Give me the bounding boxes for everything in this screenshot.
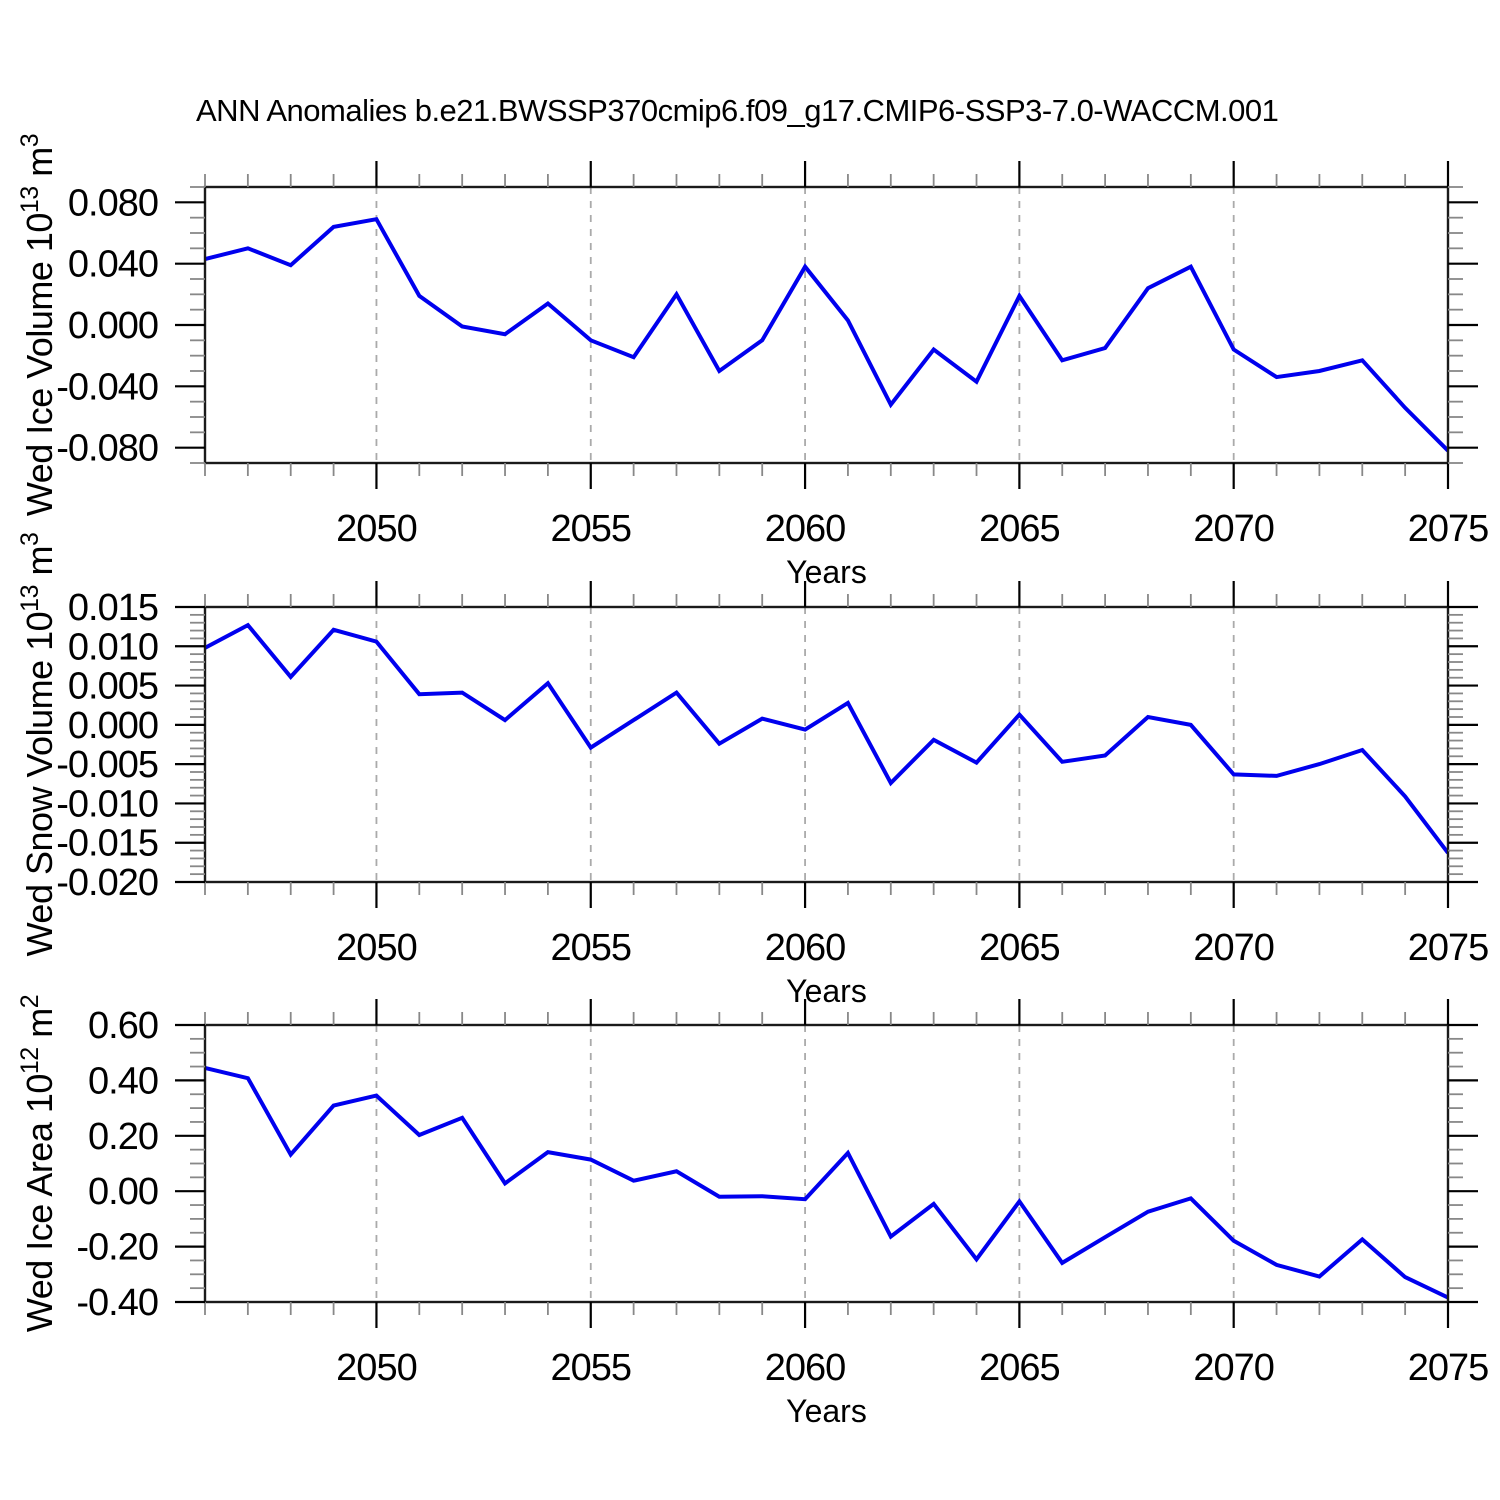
x-tick-label: 2070 — [1193, 508, 1274, 550]
y-tick-label: 0.40 — [88, 1060, 158, 1102]
x-tick-label: 2075 — [1408, 1347, 1489, 1389]
y-tick-label: -0.020 — [56, 862, 158, 904]
plot-border — [203, 605, 1450, 884]
chart-title: ANN Anomalies b.e21.BWSSP370cmip6.f09_g1… — [196, 93, 1279, 128]
y-axis-title: Wed Ice Area 1012 m2 — [16, 995, 60, 1332]
y-tick-label: 0.60 — [88, 1005, 158, 1047]
x-tick-label: 2065 — [979, 927, 1060, 969]
y-tick-label: 0.080 — [68, 182, 158, 224]
x-axis-title: Years — [786, 973, 867, 1009]
y-tick-label: 0.010 — [68, 626, 158, 668]
y-tick-label: -0.20 — [76, 1227, 158, 1269]
data-line-wed-ice-area — [204, 1065, 1449, 1300]
y-tick-label: -0.010 — [56, 783, 158, 825]
x-tick-label: 2075 — [1408, 927, 1489, 969]
x-tick-label: 2060 — [765, 1347, 846, 1389]
x-tick-label: 2055 — [550, 1347, 631, 1389]
y-tick-label: 0.000 — [68, 305, 158, 347]
y-tick-label: -0.40 — [76, 1282, 158, 1324]
plot-border — [203, 1023, 1450, 1304]
panel-wed-ice-area: 2050 2055 2060 2065 2070 2075 0.60 0.40 0.20 0.00… — [16, 995, 1489, 1429]
data-line-wed-snow-volume — [204, 622, 1450, 855]
plot-border — [203, 185, 1450, 465]
x-tick-label: 2060 — [765, 508, 846, 550]
data-line-wed-ice-volume — [204, 216, 1450, 453]
x-axis-title: Years — [786, 554, 867, 590]
y-axis-title: Wed Snow Volume 1013 m3 — [16, 533, 60, 957]
y-tick-label: 0.040 — [68, 244, 158, 286]
y-tick-label: 0.015 — [68, 587, 158, 629]
x-tick-label: 2075 — [1408, 508, 1489, 550]
x-tick-label: 2070 — [1193, 1347, 1274, 1389]
y-tick-label: -0.040 — [56, 366, 158, 408]
y-tick-label: 0.20 — [88, 1116, 158, 1158]
x-tick-label: 2065 — [979, 508, 1060, 550]
x-axis-title: Years — [786, 1393, 867, 1429]
y-axis-title: Wed Ice Volume 1013 m3 — [16, 134, 60, 516]
panel-wed-snow-volume: 2050 2055 2060 2065 2070 2075 0.0150.0100.0050… — [16, 533, 1489, 1009]
x-tick-label: 2050 — [336, 508, 417, 550]
x-tick-label: 2055 — [550, 508, 631, 550]
x-tick-label: 2060 — [765, 927, 846, 969]
panel-wed-ice-volume: 2050 2055 2060 2065 2070 2075 0.080 0.040 0.000 -… — [16, 134, 1489, 590]
x-tick-label: 2050 — [336, 1347, 417, 1389]
y-tick-label: 0.000 — [68, 705, 158, 747]
y-tick-label: -0.015 — [56, 823, 158, 865]
y-tick-label: -0.005 — [56, 744, 158, 786]
x-tick-label: 2055 — [550, 927, 631, 969]
y-tick-label: 0.005 — [68, 666, 158, 708]
x-tick-label: 2065 — [979, 1347, 1060, 1389]
x-tick-label: 2070 — [1193, 927, 1274, 969]
y-tick-label: -0.080 — [56, 428, 158, 470]
y-tick-label: 0.00 — [88, 1171, 158, 1213]
x-tick-label: 2050 — [336, 927, 417, 969]
